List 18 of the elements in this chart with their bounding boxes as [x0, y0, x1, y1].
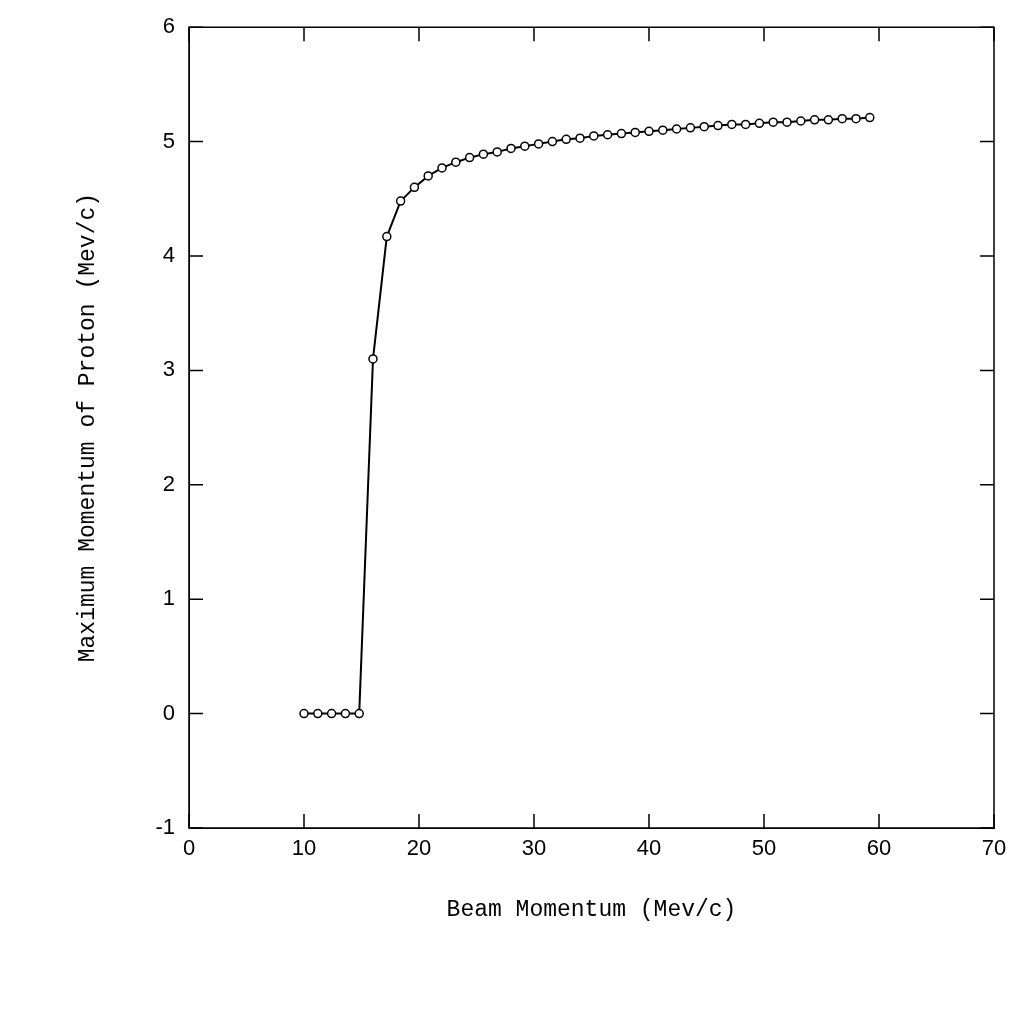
y-tick-label: 2 [162, 470, 175, 496]
y-tick-label: 1 [162, 585, 175, 611]
y-tick-label: 5 [162, 127, 175, 153]
x-tick-label: 0 [182, 835, 196, 861]
y-tick-label: 3 [162, 356, 175, 382]
y-axis-title: Maximum Momentum of Proton (Mev/c) [74, 192, 101, 663]
x-tick-label: 50 [751, 835, 777, 861]
x-tick-label: 70 [981, 835, 1007, 861]
x-axis-title: Beam Momentum (Mev/c) [446, 897, 737, 924]
x-tick-label: 30 [521, 835, 547, 861]
y-tick-label: 0 [162, 699, 175, 725]
y-tick-label: -1 [155, 814, 175, 840]
x-tick-label: 60 [866, 835, 892, 861]
x-tick-label: 10 [291, 835, 317, 861]
x-tick-label: 20 [406, 835, 432, 861]
x-tick-label: 40 [636, 835, 662, 861]
y-tick-label: 6 [162, 13, 175, 39]
y-tick-label: 4 [162, 242, 175, 268]
